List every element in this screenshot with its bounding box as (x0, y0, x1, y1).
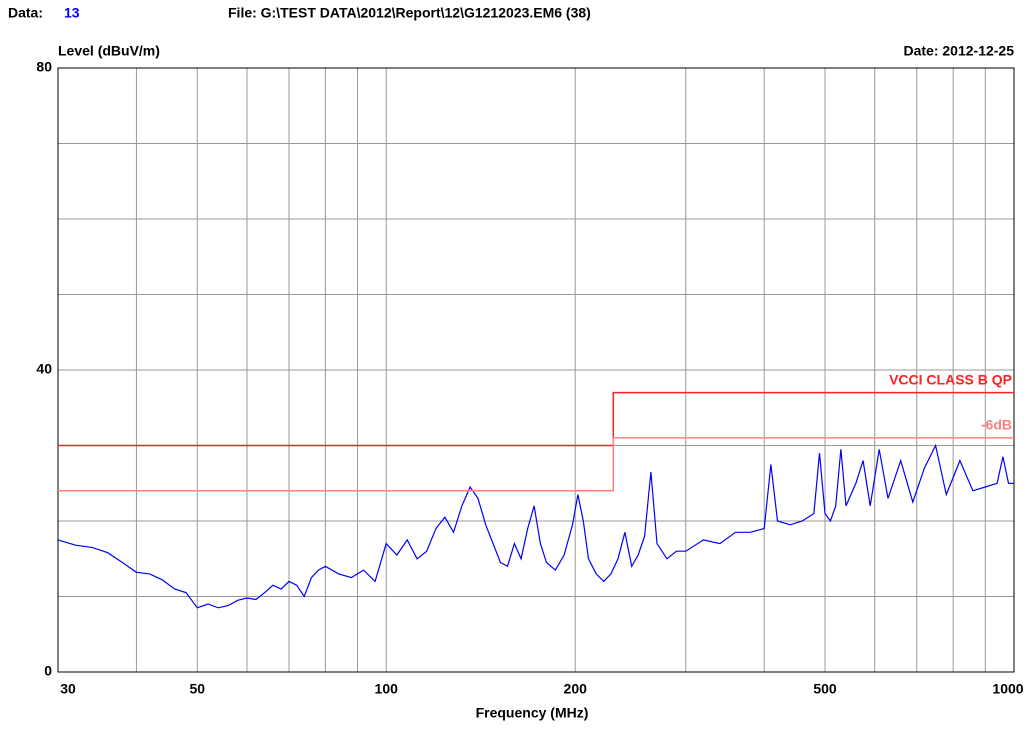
x-axis-label: Frequency (MHz) (476, 705, 589, 721)
y-tick-label: 0 (44, 663, 52, 679)
series-line (58, 437, 1014, 492)
limit-label: -6dB (981, 417, 1012, 433)
data-number: 13 (64, 5, 80, 21)
x-tick-label: 100 (375, 681, 399, 697)
x-tick-label: 500 (813, 681, 837, 697)
x-tick-label: 50 (189, 681, 205, 697)
limit-label: VCCI CLASS B QP (889, 371, 1012, 387)
x-tick-label: 1000 (992, 681, 1023, 697)
series-line (57, 443, 1014, 609)
date: Date: 2012-12-25 (903, 43, 1014, 59)
x-tick-label: 200 (564, 681, 588, 697)
x-tick-label: 30 (60, 681, 76, 697)
file-name: File: G:\TEST DATA\2012\Report\12\G12120… (228, 5, 591, 21)
series-line (58, 391, 1014, 447)
y-tick-label: 40 (36, 361, 52, 377)
plot-border (57, 67, 1015, 673)
data-label: Data: (8, 5, 43, 21)
y-axis-label: Level (dBuV/m) (58, 43, 160, 59)
y-tick-label: 80 (36, 59, 52, 75)
